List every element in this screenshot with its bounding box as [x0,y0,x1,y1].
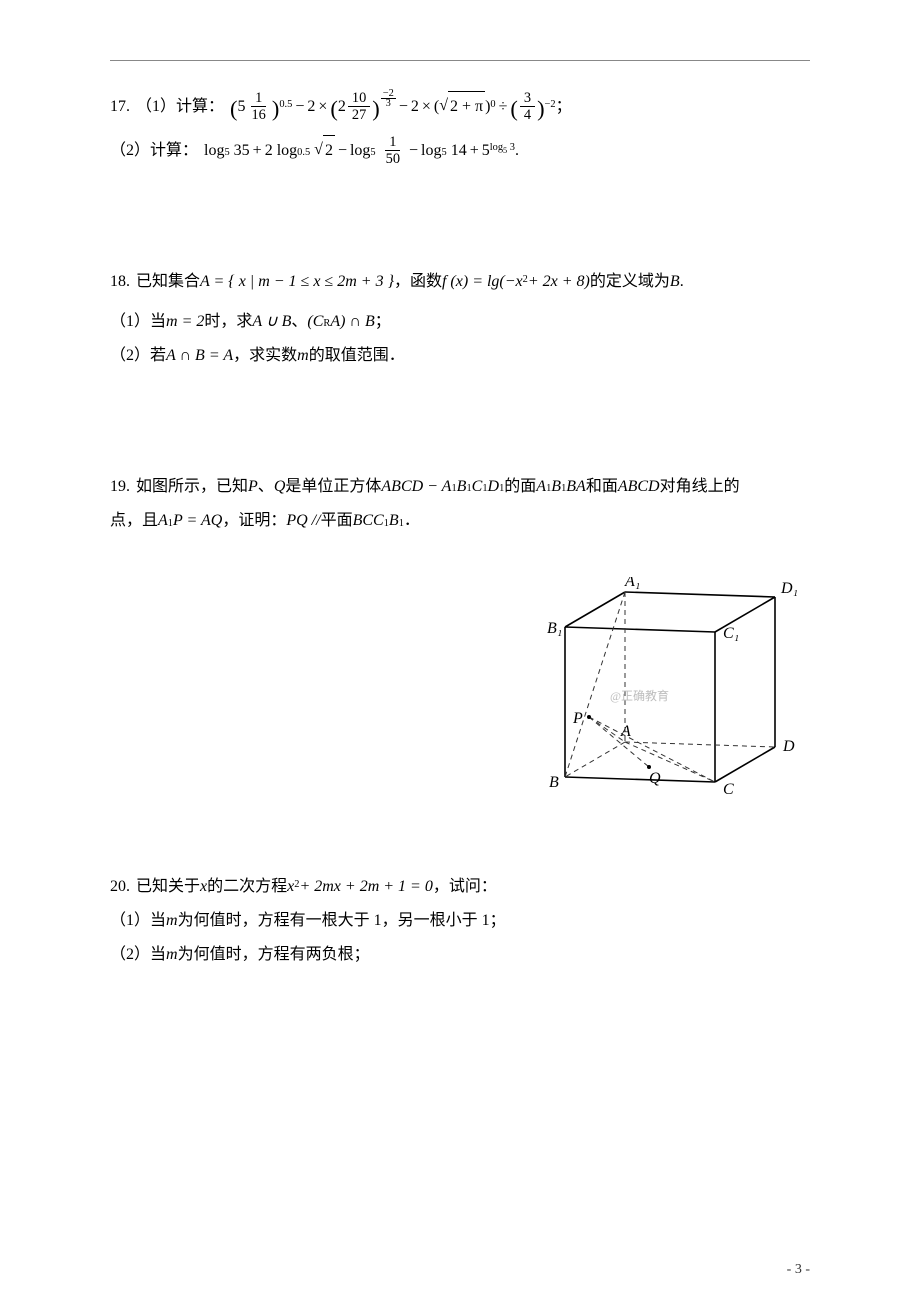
q17-part1: 17. （1）计算： ( 5 116 ) 0.5 − 2 × ( 2 1027 … [110,91,810,123]
svg-text:A: A [620,723,631,740]
q17-p2-label: （2）计算： [110,136,198,166]
q18-part1: （1）当 m = 2 时，求 A ∪ B 、 (CRA) ∩ B ； [110,307,810,337]
svg-text:D₁: D₁ [780,580,798,597]
q18-part2: （2）若 A ∩ B = A ，求实数 m 的取值范围． [110,341,810,371]
svg-text:C: C [723,781,734,798]
q18-number: 18. [110,267,130,297]
q20-part2: （2）当 m 为何值时，方程有两负根； [110,940,810,970]
q18-setA: A = { x | m − 1 ≤ x ≤ 2m + 3 } [200,267,394,297]
q19-A1P-AQ: A1P = AQ [158,506,222,536]
q19-figure: A₁ B₁ C₁ D₁ A B C D P Q @正确教育 [110,577,810,812]
q17-number: 17. [110,92,130,122]
q19-line2: 点，且 A1P = AQ ，证明： PQ // 平面 BCC1B1 ． [110,506,810,536]
svg-text:@正确教育: @正确教育 [610,688,669,703]
svg-text:B: B [549,774,559,791]
question-17: 17. （1）计算： ( 5 116 ) 0.5 − 2 × ( 2 1027 … [110,91,810,167]
q19-face1: A1B1BA [536,472,586,502]
page: 17. （1）计算： ( 5 116 ) 0.5 − 2 × ( 2 1027 … [0,0,920,1302]
q17-expr2: log5 35 + 2 log0.5 √2 − log5 150 − log5 … [204,135,519,167]
q17-p1-label: （1）计算： [136,92,224,122]
question-20: 20. 已知关于 x 的二次方程 x2 + 2mx + 2m + 1 = 0 ，… [110,872,810,971]
q20-number: 20. [110,872,130,902]
question-18: 18. 已知集合 A = { x | m − 1 ≤ x ≤ 2m + 3 } … [110,267,810,372]
q19-cube: ABCD − A1B1C1D1 [381,472,504,502]
svg-text:Q: Q [649,770,661,787]
q19-number: 19. [110,472,130,502]
question-19: 19. 如图所示，已知 P 、 Q 是单位正方体 ABCD − A1B1C1D1… [110,472,810,537]
q19-plane: BCC1B1 [353,506,404,536]
q18-CRAB: (CRA) ∩ B [307,307,374,337]
q18-line1: 18. 已知集合 A = { x | m − 1 ≤ x ≤ 2m + 3 } … [110,267,810,297]
q20-part1: （1）当 m 为何值时，方程有一根大于 1，另一根小于 1； [110,906,810,936]
q17-part2: （2）计算： log5 35 + 2 log0.5 √2 − log5 150 … [110,135,810,167]
svg-text:A₁: A₁ [624,577,640,590]
q20-eqn: x2 + 2mx + 2m + 1 = 0 [287,872,433,902]
svg-text:C₁: C₁ [723,625,739,642]
svg-text:D: D [782,738,795,755]
top-rule [110,60,810,61]
q17-expr1: ( 5 116 ) 0.5 − 2 × ( 2 1027 ) −23 − 2 ×… [230,91,572,123]
page-number: - 3 - [787,1262,810,1278]
q19-line1: 19. 如图所示，已知 P 、 Q 是单位正方体 ABCD − A1B1C1D1… [110,472,810,502]
svg-text:B₁: B₁ [547,620,562,637]
svg-text:P: P [572,710,583,727]
cube-diagram: A₁ B₁ C₁ D₁ A B C D P Q @正确教育 [530,577,810,807]
q18-fx: f (x) = lg(−x2 + 2x + 8) [442,267,590,297]
q20-line1: 20. 已知关于 x 的二次方程 x2 + 2mx + 2m + 1 = 0 ，… [110,872,810,902]
